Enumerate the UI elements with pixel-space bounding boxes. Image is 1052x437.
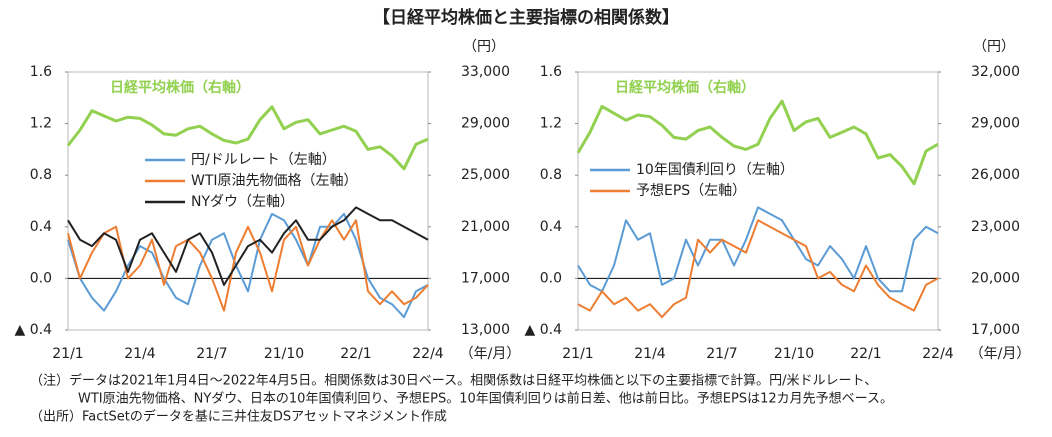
legend-label: 予想EPS（左軸） (636, 183, 746, 199)
y2-tick-label: 21,000 (461, 219, 510, 235)
series-line (67, 219, 429, 312)
y2-unit: （円） (463, 39, 505, 55)
y2-tick-label: 13,000 (461, 322, 510, 338)
y-tick-label: 1.6 (30, 64, 52, 80)
series-line (67, 212, 429, 319)
y-tick-label: 1.6 (540, 64, 562, 80)
y-tick-label: 0.0 (30, 270, 52, 286)
y2-tick-label: 26,000 (971, 167, 1020, 183)
note: （注）データは2021年1月4日～2022年4月5日。相関係数は30日ベース。相… (30, 373, 877, 389)
y-tick-label: 1.2 (30, 116, 52, 132)
y-tick-label: ▲ 0.4 (15, 322, 53, 338)
plot-frame (577, 71, 939, 331)
y2-tick-label: 33,000 (461, 64, 510, 80)
x-tick-label: 21/7 (196, 346, 227, 362)
x-tick-label: 21/7 (706, 346, 737, 362)
x-tick-label: 22/4 (412, 346, 444, 362)
y-tick-label: 0.8 (540, 167, 562, 183)
series-line (577, 206, 939, 293)
x-tick-label: 21/10 (264, 346, 304, 362)
x-tick-label: 21/4 (634, 346, 666, 362)
y2-tick-label: 29,000 (971, 116, 1020, 132)
y2-tick-label: 25,000 (461, 167, 510, 183)
series-line (67, 206, 429, 286)
x-tick-label: 21/10 (774, 346, 814, 362)
x-tick-label: 21/4 (124, 346, 156, 362)
page-title: 【日経平均株価と主要指標の相関係数】 (373, 7, 679, 28)
y-tick-label: ▲ 0.4 (525, 322, 563, 338)
y2-tick-label: 32,000 (971, 64, 1020, 80)
y2-tick-label: 17,000 (461, 270, 510, 286)
y2-tick-label: 20,000 (971, 270, 1020, 286)
series-line (577, 219, 939, 319)
y-tick-label: 0.4 (30, 219, 52, 235)
plot-frame (67, 71, 429, 331)
legend-label: 円/ドルレート（左軸） (191, 152, 336, 168)
y-tick-label: 1.2 (540, 116, 562, 132)
x-tick-label: 22/1 (850, 346, 881, 362)
legend-label: 10年国債利回り（左軸） (636, 162, 794, 178)
legend-label: WTI原油先物価格（左軸） (191, 173, 358, 189)
y2-tick-label: 23,000 (971, 219, 1020, 235)
y2-unit: （円） (973, 39, 1015, 55)
series-line (576, 99, 939, 186)
legend-label: 日経平均株価（右軸） (615, 79, 755, 96)
series-line (66, 105, 429, 171)
legend-label: NYダウ（左軸） (191, 194, 294, 210)
note: （出所）FactSetのデータを基に三井住友DSアセットマネジメント作成 (30, 409, 447, 425)
x-tick-label: 21/1 (52, 346, 83, 362)
x-tick-label: 22/4 (922, 346, 954, 362)
legend-label: 日経平均株価（右軸） (110, 79, 250, 96)
y-tick-label: 0.8 (30, 167, 52, 183)
x-tick-label: 22/1 (340, 346, 371, 362)
x-unit: （年/月） (970, 346, 1031, 362)
note: WTI原油先物価格、NYダウ、日本の10年国債利回り、予想EPS。10年国債利回… (78, 391, 893, 407)
y-tick-label: 0.4 (540, 219, 562, 235)
y-tick-label: 0.0 (540, 270, 562, 286)
x-tick-label: 21/1 (562, 346, 593, 362)
x-unit: （年/月） (460, 346, 521, 362)
y2-tick-label: 29,000 (461, 116, 510, 132)
y2-tick-label: 17,000 (971, 322, 1020, 338)
